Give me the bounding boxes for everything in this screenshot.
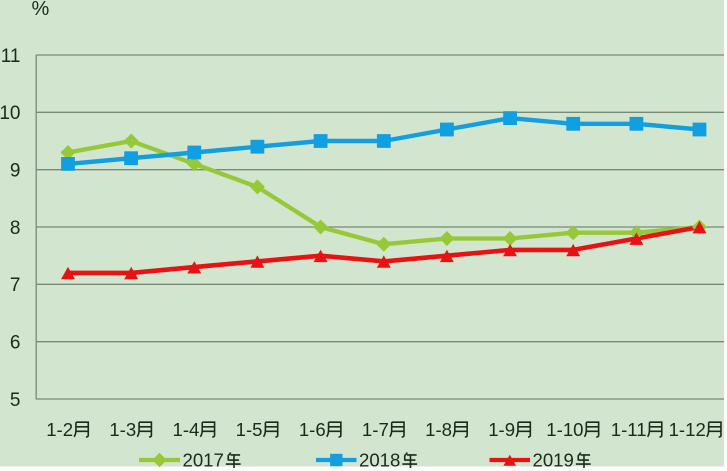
svg-text:1-4: 1-4	[173, 419, 200, 440]
svg-text:1-11: 1-11	[611, 419, 647, 440]
svg-text:10: 10	[0, 103, 21, 124]
svg-text:1-9: 1-9	[488, 419, 515, 440]
svg-text:6: 6	[10, 333, 21, 354]
svg-text:%: %	[32, 0, 50, 20]
svg-text:2018: 2018	[359, 450, 400, 471]
svg-text:1-12: 1-12	[669, 419, 706, 440]
svg-text:7: 7	[10, 275, 21, 296]
svg-text:2017: 2017	[183, 450, 224, 471]
svg-text:2019: 2019	[533, 450, 574, 471]
svg-text:1-2: 1-2	[46, 419, 73, 440]
svg-text:1-6: 1-6	[299, 419, 326, 440]
svg-text:8: 8	[10, 218, 21, 239]
svg-text:5: 5	[10, 390, 21, 411]
svg-text:1-5: 1-5	[236, 419, 263, 440]
svg-text:9: 9	[10, 161, 21, 182]
svg-text:11: 11	[1, 46, 21, 67]
svg-text:1-3: 1-3	[109, 419, 136, 440]
svg-text:1-10: 1-10	[546, 419, 583, 440]
svg-text:1-7: 1-7	[362, 419, 389, 440]
svg-text:1-8: 1-8	[425, 419, 452, 440]
